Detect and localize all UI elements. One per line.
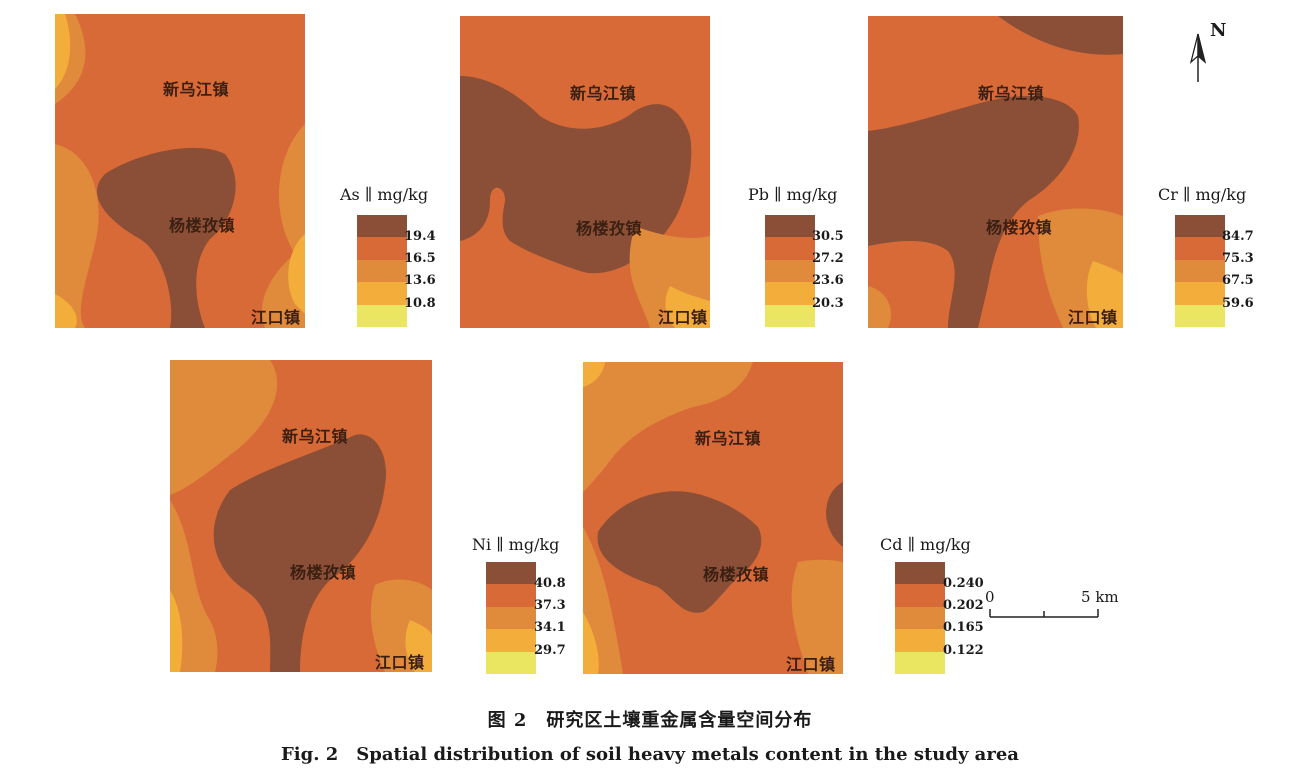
legend-value: 20.3: [812, 296, 844, 311]
legend-as: [357, 215, 407, 327]
town-label-north: 新乌江镇: [978, 84, 1045, 103]
legend-ni: [486, 562, 536, 674]
town-label-north: 新乌江镇: [282, 427, 349, 446]
legend-swatch-1: [357, 304, 407, 327]
legend-swatch-2: [486, 629, 536, 652]
legend-swatch-2: [895, 629, 945, 652]
scale-bar-line: [989, 609, 1099, 618]
town-label-center: 杨楼孜镇: [169, 216, 236, 235]
map-as: 新乌江镇 杨楼孜镇 江口镇: [55, 14, 305, 328]
legend-title-cd: Cd ∥ mg/kg: [880, 535, 971, 554]
north-label: N: [1210, 20, 1227, 41]
legend-value: 10.8: [404, 296, 436, 311]
legend-value: 30.5: [812, 229, 844, 244]
legend-swatch-3: [357, 259, 407, 283]
legend-swatch-5: [765, 215, 815, 238]
legend-title-pb: Pb ∥ mg/kg: [748, 185, 838, 204]
scale-bar: 0 5 km: [985, 588, 1119, 624]
legend-swatch-2: [765, 282, 815, 305]
legend-swatch-5: [357, 215, 407, 238]
town-label-south: 江口镇: [1068, 308, 1118, 327]
scale-bar-end: 5 km: [1081, 588, 1119, 606]
legend-title-ni: Ni ∥ mg/kg: [472, 535, 560, 554]
scale-bar-start: 0: [985, 588, 995, 606]
legend-value: 34.1: [534, 620, 566, 635]
legend-swatch-4: [1175, 237, 1225, 260]
north-arrow-icon: [1189, 33, 1207, 82]
legend-title-as: As ∥ mg/kg: [340, 185, 429, 204]
legend-value: 67.5: [1222, 273, 1254, 288]
legend-swatch-3: [765, 259, 815, 283]
town-label-south: 江口镇: [786, 655, 836, 674]
legend-value: 0.240: [943, 576, 984, 591]
map-pb-surface: [460, 16, 710, 328]
map-as-surface: [55, 14, 305, 328]
figure-caption-cn: 图 2 研究区土壤重金属含量空间分布: [487, 710, 813, 731]
legend-cr: [1175, 215, 1225, 327]
map-cd-surface: [583, 362, 843, 674]
legend-swatch-3: [1175, 259, 1225, 283]
legend-swatch-5: [486, 562, 536, 585]
legend-value: 19.4: [404, 229, 436, 244]
legend-swatch-3: [895, 606, 945, 630]
legend-value: 16.5: [404, 251, 436, 266]
legend-cd: [895, 562, 945, 674]
town-label-center: 杨楼孜镇: [703, 565, 770, 584]
legend-value: 0.165: [943, 620, 984, 635]
legend-swatch-4: [357, 237, 407, 260]
legend-title-cr: Cr ∥ mg/kg: [1158, 185, 1247, 204]
legend-swatch-1: [895, 651, 945, 674]
legend-value: 13.6: [404, 273, 436, 288]
figure-caption-en: Fig. 2 Spatial distribution of soil heav…: [281, 744, 1019, 765]
legend-value: 84.7: [1222, 229, 1254, 244]
town-label-south: 江口镇: [251, 308, 301, 327]
legend-value: 0.122: [943, 643, 984, 658]
town-label-south: 江口镇: [375, 653, 425, 672]
legend-value: 27.2: [812, 251, 844, 266]
north-arrow: N: [1188, 20, 1228, 84]
legend-swatch-1: [1175, 304, 1225, 327]
town-label-center: 杨楼孜镇: [576, 219, 643, 238]
town-label-north: 新乌江镇: [163, 80, 230, 99]
legend-swatch-4: [486, 584, 536, 607]
town-label-center: 杨楼孜镇: [290, 563, 357, 582]
legend-value: 23.6: [812, 273, 844, 288]
legend-value: 75.3: [1222, 251, 1254, 266]
scale-bar-end-value: 5: [1081, 588, 1091, 606]
legend-swatch-4: [765, 237, 815, 260]
legend-swatch-5: [895, 562, 945, 585]
map-cr-surface: [868, 16, 1123, 328]
town-label-center: 杨楼孜镇: [986, 218, 1053, 237]
legend-value: 37.3: [534, 598, 566, 613]
map-ni-surface: [170, 360, 432, 672]
legend-value: 40.8: [534, 576, 566, 591]
legend-value: 59.6: [1222, 296, 1254, 311]
town-label-south: 江口镇: [658, 308, 708, 327]
legend-swatch-1: [486, 651, 536, 674]
legend-swatch-2: [357, 282, 407, 305]
map-cr: 新乌江镇 杨楼孜镇 江口镇: [868, 16, 1123, 328]
town-label-north: 新乌江镇: [695, 429, 762, 448]
legend-value: 0.202: [943, 598, 984, 613]
legend-swatch-2: [1175, 282, 1225, 305]
legend-pb: [765, 215, 815, 327]
map-ni: 新乌江镇 杨楼孜镇 江口镇: [170, 360, 432, 672]
legend-swatch-1: [765, 304, 815, 327]
map-cd: 新乌江镇 杨楼孜镇 江口镇: [583, 362, 843, 674]
map-pb: 新乌江镇 杨楼孜镇 江口镇: [460, 16, 710, 328]
legend-value: 29.7: [534, 643, 566, 658]
legend-swatch-3: [486, 606, 536, 630]
scale-bar-unit: km: [1095, 588, 1119, 606]
legend-swatch-4: [895, 584, 945, 607]
legend-swatch-5: [1175, 215, 1225, 238]
town-label-north: 新乌江镇: [570, 84, 637, 103]
